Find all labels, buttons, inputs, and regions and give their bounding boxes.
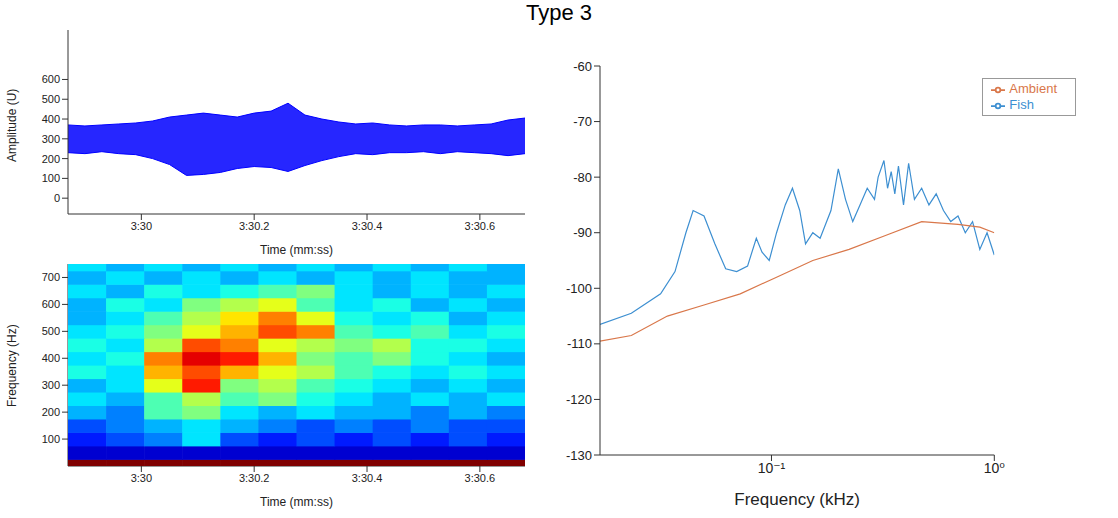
svg-text:300: 300	[42, 379, 60, 391]
svg-text:400: 400	[42, 113, 60, 125]
svg-text:3:30.4: 3:30.4	[352, 220, 383, 232]
svg-text:700: 700	[42, 271, 60, 283]
svg-text:Frequency (kHz): Frequency (kHz)	[734, 490, 860, 509]
svg-text:3:30: 3:30	[131, 220, 152, 232]
svg-text:-70: -70	[573, 114, 592, 129]
svg-text:300: 300	[42, 133, 60, 145]
svg-text:3:30.6: 3:30.6	[465, 220, 496, 232]
svg-text:400: 400	[42, 352, 60, 364]
svg-text:3:30.2: 3:30.2	[239, 220, 270, 232]
svg-text:Time (mm:ss): Time (mm:ss)	[260, 243, 333, 257]
svg-text:200: 200	[42, 153, 60, 165]
svg-text:Time (mm:ss): Time (mm:ss)	[260, 495, 333, 509]
svg-text:200: 200	[42, 406, 60, 418]
svg-text:100: 100	[42, 172, 60, 184]
svg-text:10⁻¹: 10⁻¹	[758, 460, 786, 476]
svg-text:-90: -90	[573, 225, 592, 240]
svg-text:-120: -120	[566, 392, 592, 407]
html-text:Fish: Fish	[1009, 97, 1034, 112]
svg-text:-100: -100	[566, 281, 592, 296]
svg-text:600: 600	[42, 73, 60, 85]
svg-text:10⁰: 10⁰	[984, 460, 1006, 476]
html-text:Ambient: Ambient	[1009, 81, 1057, 96]
svg-text:-80: -80	[573, 170, 592, 185]
svg-text:600: 600	[42, 298, 60, 310]
html-text:Type 3: Type 3	[526, 0, 592, 25]
svg-text:100: 100	[42, 433, 60, 445]
svg-text:3:30.4: 3:30.4	[352, 472, 383, 484]
svg-text:-110: -110	[567, 336, 592, 351]
svg-text:Frequency (Hz): Frequency (Hz)	[5, 324, 19, 407]
svg-text:3:30.2: 3:30.2	[239, 472, 270, 484]
svg-text:3:30: 3:30	[131, 472, 152, 484]
svg-text:500: 500	[42, 325, 60, 337]
svg-text:-130: -130	[566, 448, 592, 463]
svg-text:0: 0	[54, 192, 60, 204]
svg-text:Amplitude (U): Amplitude (U)	[5, 89, 19, 162]
svg-text:3:30.6: 3:30.6	[465, 472, 496, 484]
svg-text:-60: -60	[573, 59, 592, 74]
svg-text:500: 500	[42, 93, 60, 105]
